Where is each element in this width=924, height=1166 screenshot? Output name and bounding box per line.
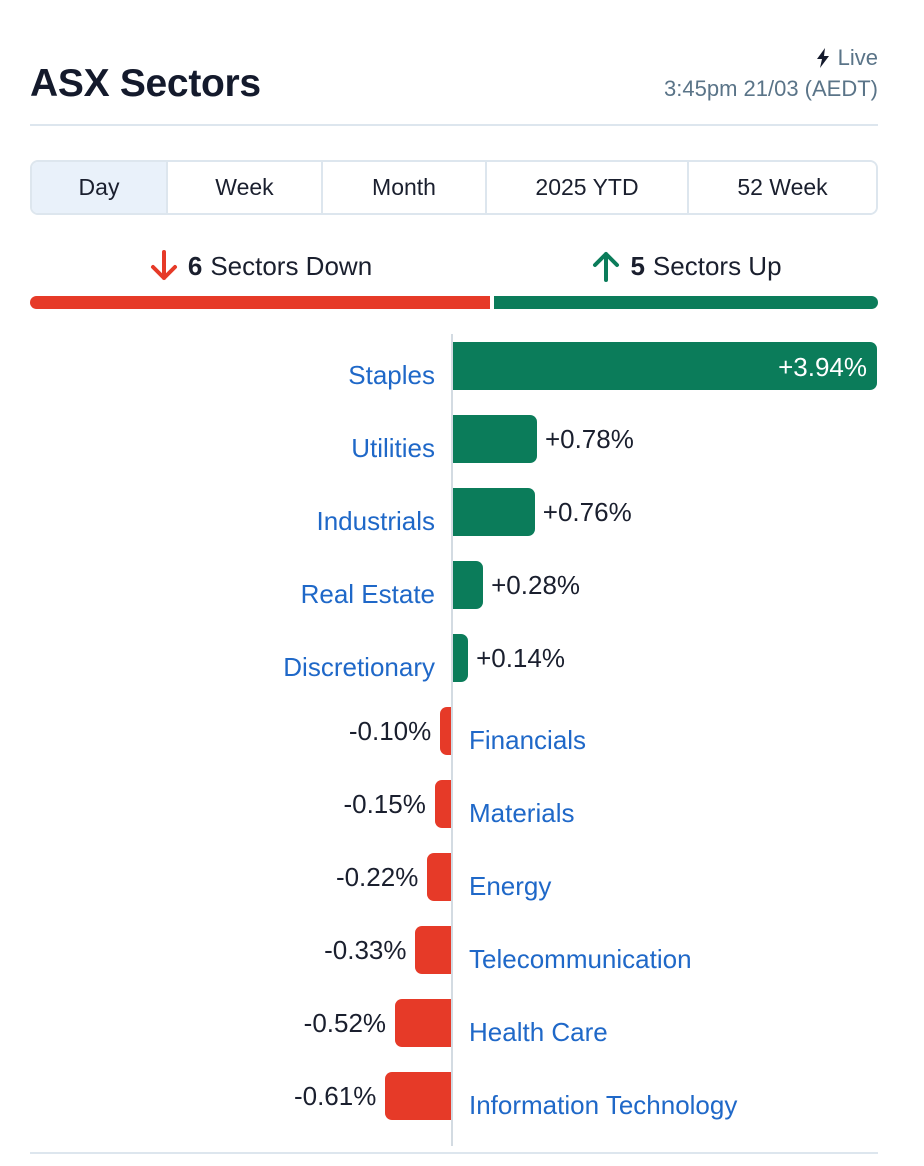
sectors-down-label: Sectors Down [210, 250, 373, 281]
sector-bar-real-estate [453, 561, 484, 609]
sector-value-materials: -0.15% [343, 789, 426, 819]
sector-value-real-estate: +0.28% [491, 570, 581, 600]
sector-link-discretionary[interactable]: Discretionary [283, 652, 435, 682]
sector-row-utilities[interactable]: +0.78% Utilities [0, 415, 924, 463]
sector-row-information-technology[interactable]: -0.61% Information Technology [0, 1072, 924, 1120]
sector-value-discretionary: +0.14% [476, 643, 565, 673]
arrow-up-icon [593, 252, 620, 282]
tab-day[interactable]: Day [32, 162, 168, 213]
sector-row-telecommunication[interactable]: -0.33% Telecommunication [0, 926, 924, 974]
sector-link-telecommunication[interactable]: Telecommunication [469, 944, 692, 974]
sector-value-energy: -0.22% [335, 862, 419, 892]
sector-row-materials[interactable]: -0.15% Materials [0, 780, 924, 828]
sector-link-financials[interactable]: Financials [469, 725, 587, 755]
sectors-down-bar [30, 296, 490, 309]
sectors-up-summary: 5 Sectors Up [494, 242, 878, 290]
tab-month[interactable]: Month [323, 162, 487, 213]
sector-value-industrials: +0.76% [542, 497, 632, 527]
sector-bar-telecommunication [415, 926, 451, 974]
widget-header: ASX Sectors Live 3:45pm 21/03 (AEDT) [30, 40, 878, 126]
tab-52-week[interactable]: 52 Week [689, 162, 876, 213]
sector-value-financials: -0.10% [348, 716, 432, 746]
sector-row-energy[interactable]: -0.22% Energy [0, 853, 924, 901]
live-indicator: Live [816, 45, 878, 71]
sector-bar-staples [453, 342, 877, 390]
sector-row-staples[interactable]: +3.94% Staples [0, 342, 924, 390]
sector-row-industrials[interactable]: +0.76% Industrials [0, 488, 924, 536]
tab-2025-ytd[interactable]: 2025 YTD [487, 162, 689, 213]
sector-value-utilities: +0.78% [544, 424, 634, 454]
sector-value-telecommunication: -0.33% [324, 935, 407, 965]
lightning-bolt-icon [816, 48, 829, 68]
sector-bar-information-technology [385, 1072, 451, 1120]
chart-zero-axis [451, 334, 453, 1146]
tab-week[interactable]: Week [168, 162, 323, 213]
sectors-down-count: 6 [187, 250, 203, 281]
sector-link-information-technology[interactable]: Information Technology [469, 1090, 738, 1120]
sectors-up-bar [494, 296, 878, 309]
sector-link-staples[interactable]: Staples [348, 360, 435, 390]
sectors-down-summary: 6 Sectors Down [30, 242, 490, 290]
sector-link-health-care[interactable]: Health Care [469, 1017, 608, 1047]
page-title: ASX Sectors [30, 62, 261, 105]
sector-bar-energy [427, 853, 451, 901]
timestamp: 3:45pm 21/03 (AEDT) [664, 76, 878, 101]
sectors-up-label: Sectors Up [652, 250, 782, 281]
sector-link-utilities[interactable]: Utilities [351, 433, 435, 463]
sectors-up-count: 5 [630, 250, 645, 281]
sector-row-health-care[interactable]: -0.52% Health Care [0, 999, 924, 1047]
sector-row-discretionary[interactable]: +0.14% Discretionary [0, 634, 924, 682]
sector-bar-utilities [453, 415, 537, 463]
sector-bar-health-care [395, 999, 451, 1047]
sector-link-materials[interactable]: Materials [469, 798, 575, 828]
period-tabs: Day Week Month 2025 YTD 52 Week [30, 160, 878, 215]
footer-divider [30, 1152, 878, 1154]
arrow-down-icon [150, 250, 177, 280]
sector-bar-industrials [453, 488, 535, 536]
sector-link-industrials[interactable]: Industrials [316, 506, 436, 536]
sector-bar-chart: +3.94% Staples +0.78% Utilities +0.76% Indust… [0, 334, 924, 1146]
sector-row-real-estate[interactable]: +0.28% Real Estate [0, 561, 924, 609]
sector-value-staples: +3.94% [778, 352, 867, 382]
sector-bar-discretionary [453, 634, 469, 682]
sector-bar-financials [440, 707, 451, 755]
sector-value-health-care: -0.52% [303, 1008, 387, 1038]
sector-link-energy[interactable]: Energy [469, 871, 552, 901]
sector-row-financials[interactable]: -0.10% Financials [0, 707, 924, 755]
live-label: Live [837, 45, 878, 70]
sector-value-information-technology: -0.61% [293, 1081, 377, 1111]
sector-bar-materials [434, 780, 451, 828]
sector-summary: 6 Sectors Down 5 Sectors Up [30, 242, 878, 312]
sector-link-real-estate[interactable]: Real Estate [300, 579, 435, 609]
